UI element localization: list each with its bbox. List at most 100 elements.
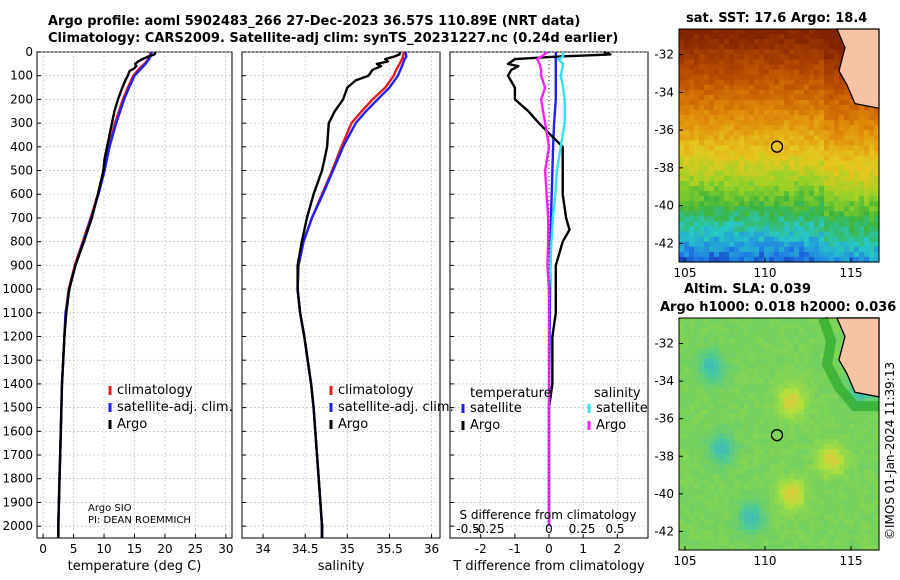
map-x-tick-label: 110: [754, 554, 777, 568]
shelf-band: [818, 316, 879, 412]
map-y-tick-label: -38: [654, 449, 674, 463]
map-frame: [678, 317, 880, 551]
diff-legend-salinity-title: salinity: [594, 386, 641, 401]
x-tick-label: 15: [127, 542, 142, 556]
temperature-legend-label: climatology: [117, 383, 193, 398]
y-tick-label: 1000: [2, 282, 33, 296]
y-tick-label: 0: [25, 45, 33, 59]
diff-s-tick-label: 0.5: [605, 522, 624, 536]
x-tick-label: 2: [613, 542, 621, 556]
map-x-tick-label: 105: [674, 266, 697, 280]
map-x-tick-label: 115: [840, 554, 863, 568]
y-tick-label: 1900: [2, 495, 33, 509]
y-tick-label: 1400: [2, 377, 33, 391]
argo-pi-annotation: PI: DEAN ROEMMICH: [88, 515, 191, 526]
x-axis-label-difference: T difference from climatology: [452, 559, 645, 574]
panel-temperature: 0 5 10 15 20 25 300100200300400500600700800900…: [2, 45, 233, 574]
sst-map-title: sat. SST: 17.6 Argo: 18.4: [686, 11, 868, 26]
diff-s-tick-label: 0: [545, 522, 553, 536]
map-x-tick-label: 105: [674, 554, 697, 568]
diff-legend-label: Argo: [596, 418, 626, 433]
y-tick-label: 400: [10, 140, 33, 154]
map-x-tick-label: 115: [840, 266, 863, 280]
map-x-tick-label: 110: [754, 266, 777, 280]
map-y-tick-label: -32: [654, 48, 674, 62]
y-tick-label: 600: [10, 187, 33, 201]
salinity-legend-label: Argo: [338, 417, 368, 432]
diff-legend-label: satellite: [470, 401, 522, 416]
map-y-tick-label: -34: [654, 374, 674, 388]
figure-title-line1: Argo profile: aoml 5902483_266 27-Dec-20…: [48, 14, 581, 29]
map-sla: 105 110 115 -32 -34 -36 -38 -40 -42: [654, 316, 880, 568]
diff-legend-label: Argo: [470, 418, 500, 433]
sla-map-title-line2: Argo h1000: 0.018 h2000: 0.036: [660, 300, 897, 315]
x-tick-label: 1: [579, 542, 587, 556]
y-tick-label: 2000: [2, 519, 33, 533]
map-y-tick-label: -42: [654, 236, 674, 250]
y-tick-label: 1800: [2, 472, 33, 486]
y-tick-label: 200: [10, 92, 33, 106]
x-tick-label: -1: [509, 542, 521, 556]
x-axis-label-salinity: salinity: [318, 559, 365, 574]
x-tick-label: 34.5: [292, 542, 319, 556]
diff-s-tick-label: -0.5: [456, 522, 479, 536]
map-y-tick-label: -38: [654, 161, 674, 175]
y-tick-label: 1200: [2, 329, 33, 343]
y-tick-label: 1100: [2, 306, 33, 320]
series-salinity-argo: [296, 52, 401, 527]
figure-title-line2: Climatology: CARS2009. Satellite-adj cli…: [48, 31, 619, 46]
y-tick-label: 1300: [2, 353, 33, 367]
x-tick-label: 35.5: [376, 542, 403, 556]
y-tick-label: 300: [10, 116, 33, 130]
argo-float-marker: [770, 428, 784, 442]
y-tick-label: 1500: [2, 401, 33, 415]
panel-difference: -2 -1 0 1 2 T difference from climatology: [449, 50, 649, 574]
temperature-legend-label: Argo: [117, 417, 147, 432]
x-tick-label: 34: [255, 542, 270, 556]
argo-float-marker: [770, 140, 784, 153]
diff-s-tick-label: 0.25: [569, 522, 596, 536]
x-axis-label-temperature: temperature (deg C): [68, 559, 202, 574]
x-tick-label: 20: [157, 542, 172, 556]
diff-s-axis-label: S difference from climatology: [460, 508, 637, 522]
temperature-legend-label: satellite-adj. clim.: [117, 400, 233, 415]
x-tick-label: 0: [545, 542, 553, 556]
y-tick-label: 700: [10, 211, 33, 225]
salinity-legend-label: satellite-adj. clim.: [338, 400, 454, 415]
map-sst: 105 110 115 -32 -34 -36 -38 -40 -42: [654, 28, 880, 280]
sla-map-title-line1: Altim. SLA: 0.039: [684, 282, 811, 297]
map-y-tick-label: -40: [654, 487, 674, 501]
imos-timestamp: ©IMOS 01-Jan-2024 11:39:13: [883, 361, 897, 540]
x-tick-label: 5: [70, 542, 78, 556]
salinity-legend-label: climatology: [338, 383, 414, 398]
x-tick-label: 0: [39, 542, 47, 556]
panel-salinity: 34 34.5 35 35.5 36 salinity: [241, 51, 441, 574]
map-y-tick-label: -42: [654, 524, 674, 538]
argo-pi-annotation: Argo SIO: [88, 503, 132, 514]
series-temperature-argo: [57, 51, 157, 527]
y-tick-label: 100: [10, 69, 33, 83]
x-tick-label: 10: [96, 542, 111, 556]
map-y-tick-label: -40: [654, 199, 674, 213]
y-tick-label: 1600: [2, 424, 33, 438]
diff-s-tick-label: -0.25: [473, 522, 504, 536]
x-tick-label: 36: [424, 542, 439, 556]
x-tick-label: 25: [188, 542, 203, 556]
map-frame: [678, 28, 880, 263]
x-tick-label: -2: [475, 542, 487, 556]
y-tick-label: 900: [10, 258, 33, 272]
plot-area-salinity: [241, 51, 441, 539]
y-tick-label: 500: [10, 164, 33, 178]
diff-legend-temperature-title: temperature: [470, 386, 552, 401]
map-y-tick-label: -36: [654, 123, 674, 137]
map-y-tick-label: -32: [654, 337, 674, 351]
map-y-tick-label: -36: [654, 412, 674, 426]
y-tick-label: 800: [10, 235, 33, 249]
y-tick-label: 1700: [2, 448, 33, 462]
x-tick-label: 35: [340, 542, 355, 556]
map-y-tick-label: -34: [654, 85, 674, 99]
x-tick-label: 30: [218, 542, 233, 556]
diff-legend-label: satellite: [596, 401, 648, 416]
